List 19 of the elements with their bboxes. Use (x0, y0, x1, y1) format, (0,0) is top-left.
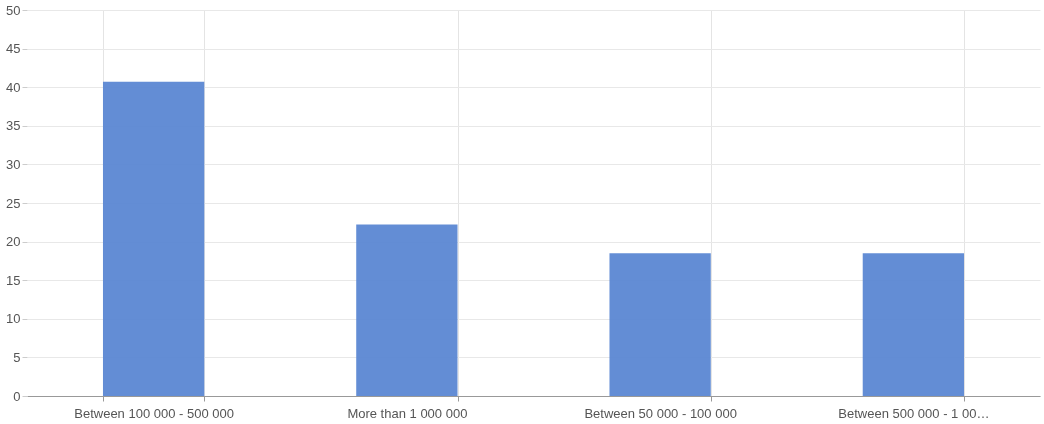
x-tick-label: More than 1 000 000 (347, 405, 468, 421)
y-tick-label: 0 (13, 388, 21, 404)
y-tick-label: 50 (6, 2, 21, 18)
bar (862, 253, 965, 396)
x-tick-label: Between 500 000 - 1 00… (838, 405, 990, 421)
y-tick-label: 15 (6, 272, 21, 288)
y-tick-label: 35 (6, 118, 21, 134)
y-tick-label: 25 (6, 195, 21, 211)
y-tick-label: 20 (6, 234, 21, 250)
x-tick-label: Between 50 000 - 100 000 (584, 405, 737, 421)
y-tick-label: 30 (6, 156, 21, 172)
x-tick-label: Between 100 000 - 500 000 (74, 405, 234, 421)
y-tick-label: 45 (6, 41, 21, 57)
bar (102, 81, 205, 396)
y-tick-label: 10 (6, 311, 21, 327)
y-tick-label: 40 (6, 79, 21, 95)
bar (356, 224, 458, 396)
y-tick-label: 5 (13, 349, 21, 365)
bar (609, 253, 711, 396)
